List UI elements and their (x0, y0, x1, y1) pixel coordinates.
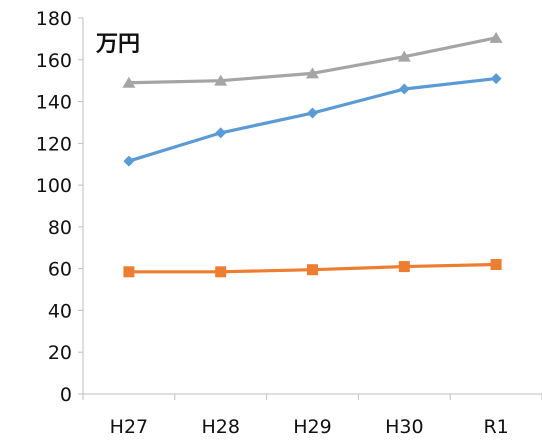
data-point (397, 50, 411, 62)
data-point (490, 73, 502, 85)
y-tick-label: 80 (48, 217, 72, 239)
series-line (128, 76, 497, 163)
axes: 0 20 40 60 80 100 120 140 160 180 H27 H28 H29 H30 R1 (36, 8, 542, 438)
unit-label: 万円 (95, 32, 140, 57)
data-point (214, 74, 228, 86)
data-point (307, 107, 318, 119)
data-point (398, 261, 410, 273)
data-point (122, 76, 136, 88)
y-tick-label: 120 (36, 133, 72, 155)
x-tick-label: H27 (110, 416, 148, 438)
data-point (123, 266, 135, 278)
y-tick-label: 60 (48, 259, 72, 281)
series-0 (122, 31, 503, 88)
data-point (489, 31, 503, 43)
series-1 (123, 73, 502, 167)
series-2 (123, 258, 502, 278)
data-point (215, 266, 227, 278)
x-tick-label: R1 (483, 416, 508, 438)
data-point (306, 67, 319, 79)
data-point (123, 155, 135, 167)
data-point (215, 127, 227, 139)
y-tick-label: 0 (60, 384, 72, 406)
series-group (122, 31, 503, 278)
y-tick-label: 100 (36, 175, 72, 197)
y-tick-label: 20 (48, 342, 72, 364)
y-tick-label: 180 (36, 8, 72, 30)
y-tick-label: 160 (36, 50, 72, 72)
x-tick-label: H28 (201, 416, 239, 438)
data-point (307, 264, 318, 276)
y-tick-label: 140 (36, 92, 72, 114)
data-point (490, 258, 502, 270)
x-tick-label: H30 (385, 416, 423, 438)
x-tick-label: H29 (293, 416, 331, 438)
data-point (398, 83, 410, 95)
y-tick-label: 40 (48, 300, 72, 322)
